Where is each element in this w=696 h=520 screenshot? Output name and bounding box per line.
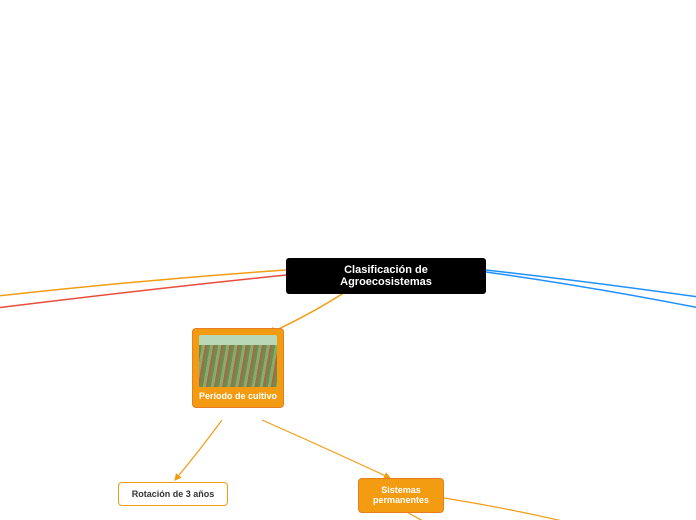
- periodo-label: Período de cultivo: [199, 391, 277, 401]
- rotacion-node[interactable]: Rotación de 3 años: [118, 482, 228, 506]
- edge: [175, 420, 222, 480]
- edge: [0, 270, 286, 298]
- periodo-node[interactable]: Período de cultivo: [192, 328, 284, 408]
- crop-field-image: [199, 335, 277, 387]
- sistemas-node[interactable]: Sistemas permanentes: [358, 478, 444, 513]
- edge: [486, 270, 696, 300]
- edge: [444, 498, 600, 520]
- edge: [262, 420, 390, 478]
- root-node[interactable]: Clasificación de Agroecosistemas: [286, 258, 486, 294]
- edge: [486, 272, 696, 312]
- edge: [0, 275, 286, 310]
